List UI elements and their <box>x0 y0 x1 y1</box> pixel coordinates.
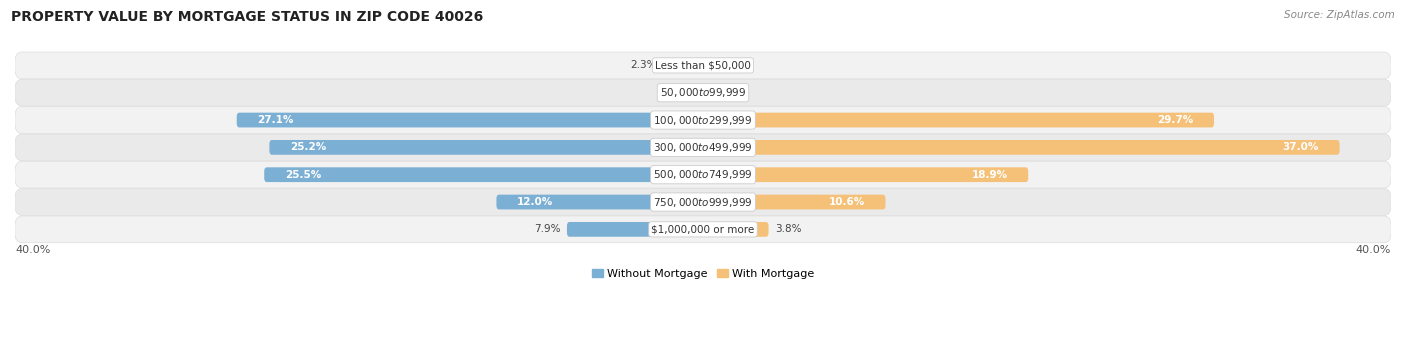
FancyBboxPatch shape <box>659 85 703 100</box>
Text: 0.0%: 0.0% <box>710 61 737 70</box>
FancyBboxPatch shape <box>664 58 703 73</box>
FancyBboxPatch shape <box>15 189 1391 216</box>
FancyBboxPatch shape <box>703 113 1213 128</box>
Text: 25.2%: 25.2% <box>290 142 326 152</box>
FancyBboxPatch shape <box>703 140 1340 155</box>
Text: 3.8%: 3.8% <box>775 224 801 234</box>
Text: 40.0%: 40.0% <box>1355 245 1391 255</box>
Text: 10.6%: 10.6% <box>828 197 865 207</box>
FancyBboxPatch shape <box>15 79 1391 106</box>
FancyBboxPatch shape <box>15 52 1391 79</box>
Text: $1,000,000 or more: $1,000,000 or more <box>651 224 755 234</box>
FancyBboxPatch shape <box>567 222 703 237</box>
FancyBboxPatch shape <box>703 167 1028 182</box>
FancyBboxPatch shape <box>15 216 1391 243</box>
Text: $500,000 to $749,999: $500,000 to $749,999 <box>654 168 752 181</box>
Text: 27.1%: 27.1% <box>257 115 294 125</box>
Text: PROPERTY VALUE BY MORTGAGE STATUS IN ZIP CODE 40026: PROPERTY VALUE BY MORTGAGE STATUS IN ZIP… <box>11 10 484 24</box>
Text: $50,000 to $99,999: $50,000 to $99,999 <box>659 86 747 99</box>
Text: 37.0%: 37.0% <box>1282 142 1319 152</box>
FancyBboxPatch shape <box>270 140 703 155</box>
Text: 18.9%: 18.9% <box>972 170 1008 180</box>
Text: 0.0%: 0.0% <box>710 88 737 98</box>
Text: 29.7%: 29.7% <box>1157 115 1194 125</box>
Text: 0.0%: 0.0% <box>669 88 696 98</box>
FancyBboxPatch shape <box>236 113 703 128</box>
FancyBboxPatch shape <box>703 58 747 73</box>
FancyBboxPatch shape <box>15 134 1391 161</box>
FancyBboxPatch shape <box>496 195 703 209</box>
Text: 12.0%: 12.0% <box>517 197 554 207</box>
Legend: Without Mortgage, With Mortgage: Without Mortgage, With Mortgage <box>588 265 818 284</box>
Text: 2.3%: 2.3% <box>630 61 657 70</box>
FancyBboxPatch shape <box>15 161 1391 188</box>
Text: Source: ZipAtlas.com: Source: ZipAtlas.com <box>1284 10 1395 20</box>
Text: $300,000 to $499,999: $300,000 to $499,999 <box>654 141 752 154</box>
Text: 25.5%: 25.5% <box>285 170 322 180</box>
FancyBboxPatch shape <box>264 167 703 182</box>
Text: Less than $50,000: Less than $50,000 <box>655 61 751 70</box>
Text: $100,000 to $299,999: $100,000 to $299,999 <box>654 114 752 126</box>
Text: $750,000 to $999,999: $750,000 to $999,999 <box>654 195 752 208</box>
FancyBboxPatch shape <box>703 222 769 237</box>
FancyBboxPatch shape <box>703 195 886 209</box>
FancyBboxPatch shape <box>703 85 747 100</box>
FancyBboxPatch shape <box>15 107 1391 133</box>
Text: 40.0%: 40.0% <box>15 245 51 255</box>
Text: 7.9%: 7.9% <box>534 224 560 234</box>
